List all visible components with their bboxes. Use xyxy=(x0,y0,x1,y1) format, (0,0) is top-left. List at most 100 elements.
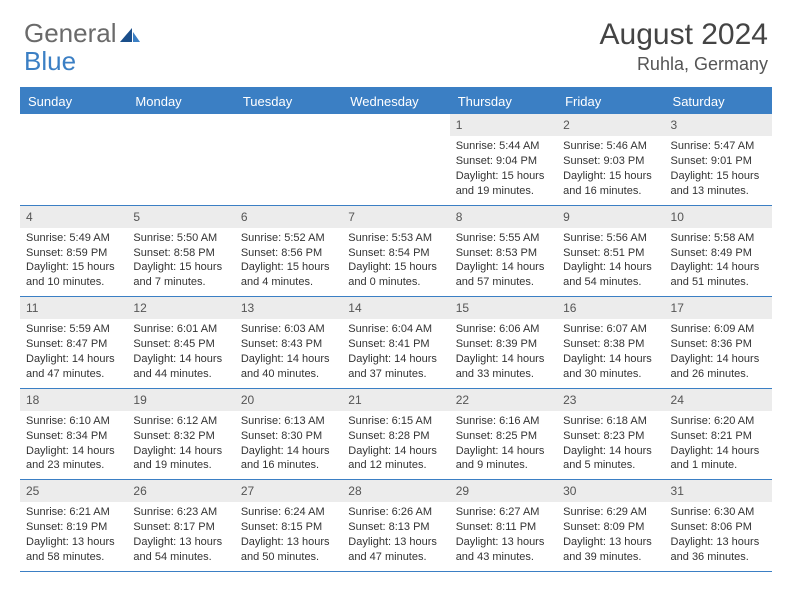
day-cell: 2Sunrise: 5:46 AMSunset: 9:03 PMDaylight… xyxy=(557,114,664,205)
day-number: 14 xyxy=(342,297,449,319)
day-cell: . xyxy=(20,114,127,205)
week-row: 25Sunrise: 6:21 AMSunset: 8:19 PMDayligh… xyxy=(20,480,772,572)
header: General August 2024 Ruhla, Germany xyxy=(0,0,792,81)
day-number: 28 xyxy=(342,480,449,502)
logo-text-blue: Blue xyxy=(24,46,76,76)
sunset-text: Sunset: 8:54 PM xyxy=(348,246,443,261)
daylight-text: Daylight: 13 hours and 36 minutes. xyxy=(671,535,766,565)
sunrise-text: Sunrise: 6:29 AM xyxy=(563,505,658,520)
sunset-text: Sunset: 8:39 PM xyxy=(456,337,551,352)
day-cell: 17Sunrise: 6:09 AMSunset: 8:36 PMDayligh… xyxy=(665,297,772,388)
sunrise-text: Sunrise: 6:12 AM xyxy=(133,414,228,429)
day-number: 9 xyxy=(557,206,664,228)
daylight-text: Daylight: 14 hours and 23 minutes. xyxy=(26,444,121,474)
day-body: Sunrise: 6:26 AMSunset: 8:13 PMDaylight:… xyxy=(342,502,449,570)
daylight-text: Daylight: 13 hours and 58 minutes. xyxy=(26,535,121,565)
day-cell: 16Sunrise: 6:07 AMSunset: 8:38 PMDayligh… xyxy=(557,297,664,388)
sunset-text: Sunset: 8:53 PM xyxy=(456,246,551,261)
day-cell: 14Sunrise: 6:04 AMSunset: 8:41 PMDayligh… xyxy=(342,297,449,388)
daylight-text: Daylight: 13 hours and 50 minutes. xyxy=(241,535,336,565)
sunset-text: Sunset: 9:03 PM xyxy=(563,154,658,169)
day-body: Sunrise: 6:27 AMSunset: 8:11 PMDaylight:… xyxy=(450,502,557,570)
dow-thursday: Thursday xyxy=(450,89,557,114)
sunset-text: Sunset: 8:30 PM xyxy=(241,429,336,444)
sunset-text: Sunset: 8:38 PM xyxy=(563,337,658,352)
day-cell: 20Sunrise: 6:13 AMSunset: 8:30 PMDayligh… xyxy=(235,389,342,480)
sunrise-text: Sunrise: 6:01 AM xyxy=(133,322,228,337)
day-number: 31 xyxy=(665,480,772,502)
daylight-text: Daylight: 14 hours and 57 minutes. xyxy=(456,260,551,290)
day-cell: 15Sunrise: 6:06 AMSunset: 8:39 PMDayligh… xyxy=(450,297,557,388)
day-body: Sunrise: 5:44 AMSunset: 9:04 PMDaylight:… xyxy=(450,136,557,204)
daylight-text: Daylight: 13 hours and 43 minutes. xyxy=(456,535,551,565)
daylight-text: Daylight: 14 hours and 5 minutes. xyxy=(563,444,658,474)
day-body xyxy=(20,136,127,145)
day-number: 18 xyxy=(20,389,127,411)
day-body: Sunrise: 6:20 AMSunset: 8:21 PMDaylight:… xyxy=(665,411,772,479)
day-body xyxy=(235,136,342,145)
day-cell: . xyxy=(342,114,449,205)
sunset-text: Sunset: 8:56 PM xyxy=(241,246,336,261)
sunrise-text: Sunrise: 5:49 AM xyxy=(26,231,121,246)
logo-text-general: General xyxy=(24,18,117,49)
day-body: Sunrise: 6:29 AMSunset: 8:09 PMDaylight:… xyxy=(557,502,664,570)
day-number: 25 xyxy=(20,480,127,502)
day-cell: 29Sunrise: 6:27 AMSunset: 8:11 PMDayligh… xyxy=(450,480,557,571)
day-cell: 12Sunrise: 6:01 AMSunset: 8:45 PMDayligh… xyxy=(127,297,234,388)
day-number: 8 xyxy=(450,206,557,228)
sunrise-text: Sunrise: 6:03 AM xyxy=(241,322,336,337)
daylight-text: Daylight: 14 hours and 40 minutes. xyxy=(241,352,336,382)
day-cell: 11Sunrise: 5:59 AMSunset: 8:47 PMDayligh… xyxy=(20,297,127,388)
sunset-text: Sunset: 8:19 PM xyxy=(26,520,121,535)
day-body: Sunrise: 5:56 AMSunset: 8:51 PMDaylight:… xyxy=(557,228,664,296)
day-cell: 19Sunrise: 6:12 AMSunset: 8:32 PMDayligh… xyxy=(127,389,234,480)
day-number: 7 xyxy=(342,206,449,228)
sunset-text: Sunset: 8:25 PM xyxy=(456,429,551,444)
logo-text-blue-wrap: Blue xyxy=(24,46,76,77)
day-cell: 9Sunrise: 5:56 AMSunset: 8:51 PMDaylight… xyxy=(557,206,664,297)
day-body: Sunrise: 5:59 AMSunset: 8:47 PMDaylight:… xyxy=(20,319,127,387)
logo: General xyxy=(24,18,141,49)
day-cell: 28Sunrise: 6:26 AMSunset: 8:13 PMDayligh… xyxy=(342,480,449,571)
daylight-text: Daylight: 15 hours and 0 minutes. xyxy=(348,260,443,290)
daylight-text: Daylight: 14 hours and 26 minutes. xyxy=(671,352,766,382)
location: Ruhla, Germany xyxy=(600,54,768,75)
dow-sunday: Sunday xyxy=(20,89,127,114)
sunset-text: Sunset: 8:32 PM xyxy=(133,429,228,444)
day-body: Sunrise: 5:55 AMSunset: 8:53 PMDaylight:… xyxy=(450,228,557,296)
day-body: Sunrise: 6:09 AMSunset: 8:36 PMDaylight:… xyxy=(665,319,772,387)
sunrise-text: Sunrise: 5:56 AM xyxy=(563,231,658,246)
day-number: 27 xyxy=(235,480,342,502)
sunset-text: Sunset: 8:59 PM xyxy=(26,246,121,261)
day-body: Sunrise: 6:01 AMSunset: 8:45 PMDaylight:… xyxy=(127,319,234,387)
daylight-text: Daylight: 15 hours and 19 minutes. xyxy=(456,169,551,199)
daylight-text: Daylight: 15 hours and 13 minutes. xyxy=(671,169,766,199)
day-cell: 3Sunrise: 5:47 AMSunset: 9:01 PMDaylight… xyxy=(665,114,772,205)
day-number: 20 xyxy=(235,389,342,411)
day-number: 30 xyxy=(557,480,664,502)
day-number: 22 xyxy=(450,389,557,411)
day-cell: 13Sunrise: 6:03 AMSunset: 8:43 PMDayligh… xyxy=(235,297,342,388)
logo-sail-icon xyxy=(117,18,141,49)
day-number: 24 xyxy=(665,389,772,411)
sunrise-text: Sunrise: 6:06 AM xyxy=(456,322,551,337)
sunrise-text: Sunrise: 5:50 AM xyxy=(133,231,228,246)
day-cell: . xyxy=(235,114,342,205)
day-number: 11 xyxy=(20,297,127,319)
daylight-text: Daylight: 15 hours and 16 minutes. xyxy=(563,169,658,199)
sunrise-text: Sunrise: 5:55 AM xyxy=(456,231,551,246)
sunrise-text: Sunrise: 6:15 AM xyxy=(348,414,443,429)
day-cell: 26Sunrise: 6:23 AMSunset: 8:17 PMDayligh… xyxy=(127,480,234,571)
day-body: Sunrise: 6:13 AMSunset: 8:30 PMDaylight:… xyxy=(235,411,342,479)
sunrise-text: Sunrise: 5:53 AM xyxy=(348,231,443,246)
day-body: Sunrise: 6:04 AMSunset: 8:41 PMDaylight:… xyxy=(342,319,449,387)
day-body: Sunrise: 6:30 AMSunset: 8:06 PMDaylight:… xyxy=(665,502,772,570)
day-cell: 31Sunrise: 6:30 AMSunset: 8:06 PMDayligh… xyxy=(665,480,772,571)
sunset-text: Sunset: 9:01 PM xyxy=(671,154,766,169)
day-body: Sunrise: 6:24 AMSunset: 8:15 PMDaylight:… xyxy=(235,502,342,570)
day-body: Sunrise: 6:10 AMSunset: 8:34 PMDaylight:… xyxy=(20,411,127,479)
daylight-text: Daylight: 13 hours and 47 minutes. xyxy=(348,535,443,565)
dow-saturday: Saturday xyxy=(665,89,772,114)
day-number: 12 xyxy=(127,297,234,319)
daylight-text: Daylight: 14 hours and 44 minutes. xyxy=(133,352,228,382)
